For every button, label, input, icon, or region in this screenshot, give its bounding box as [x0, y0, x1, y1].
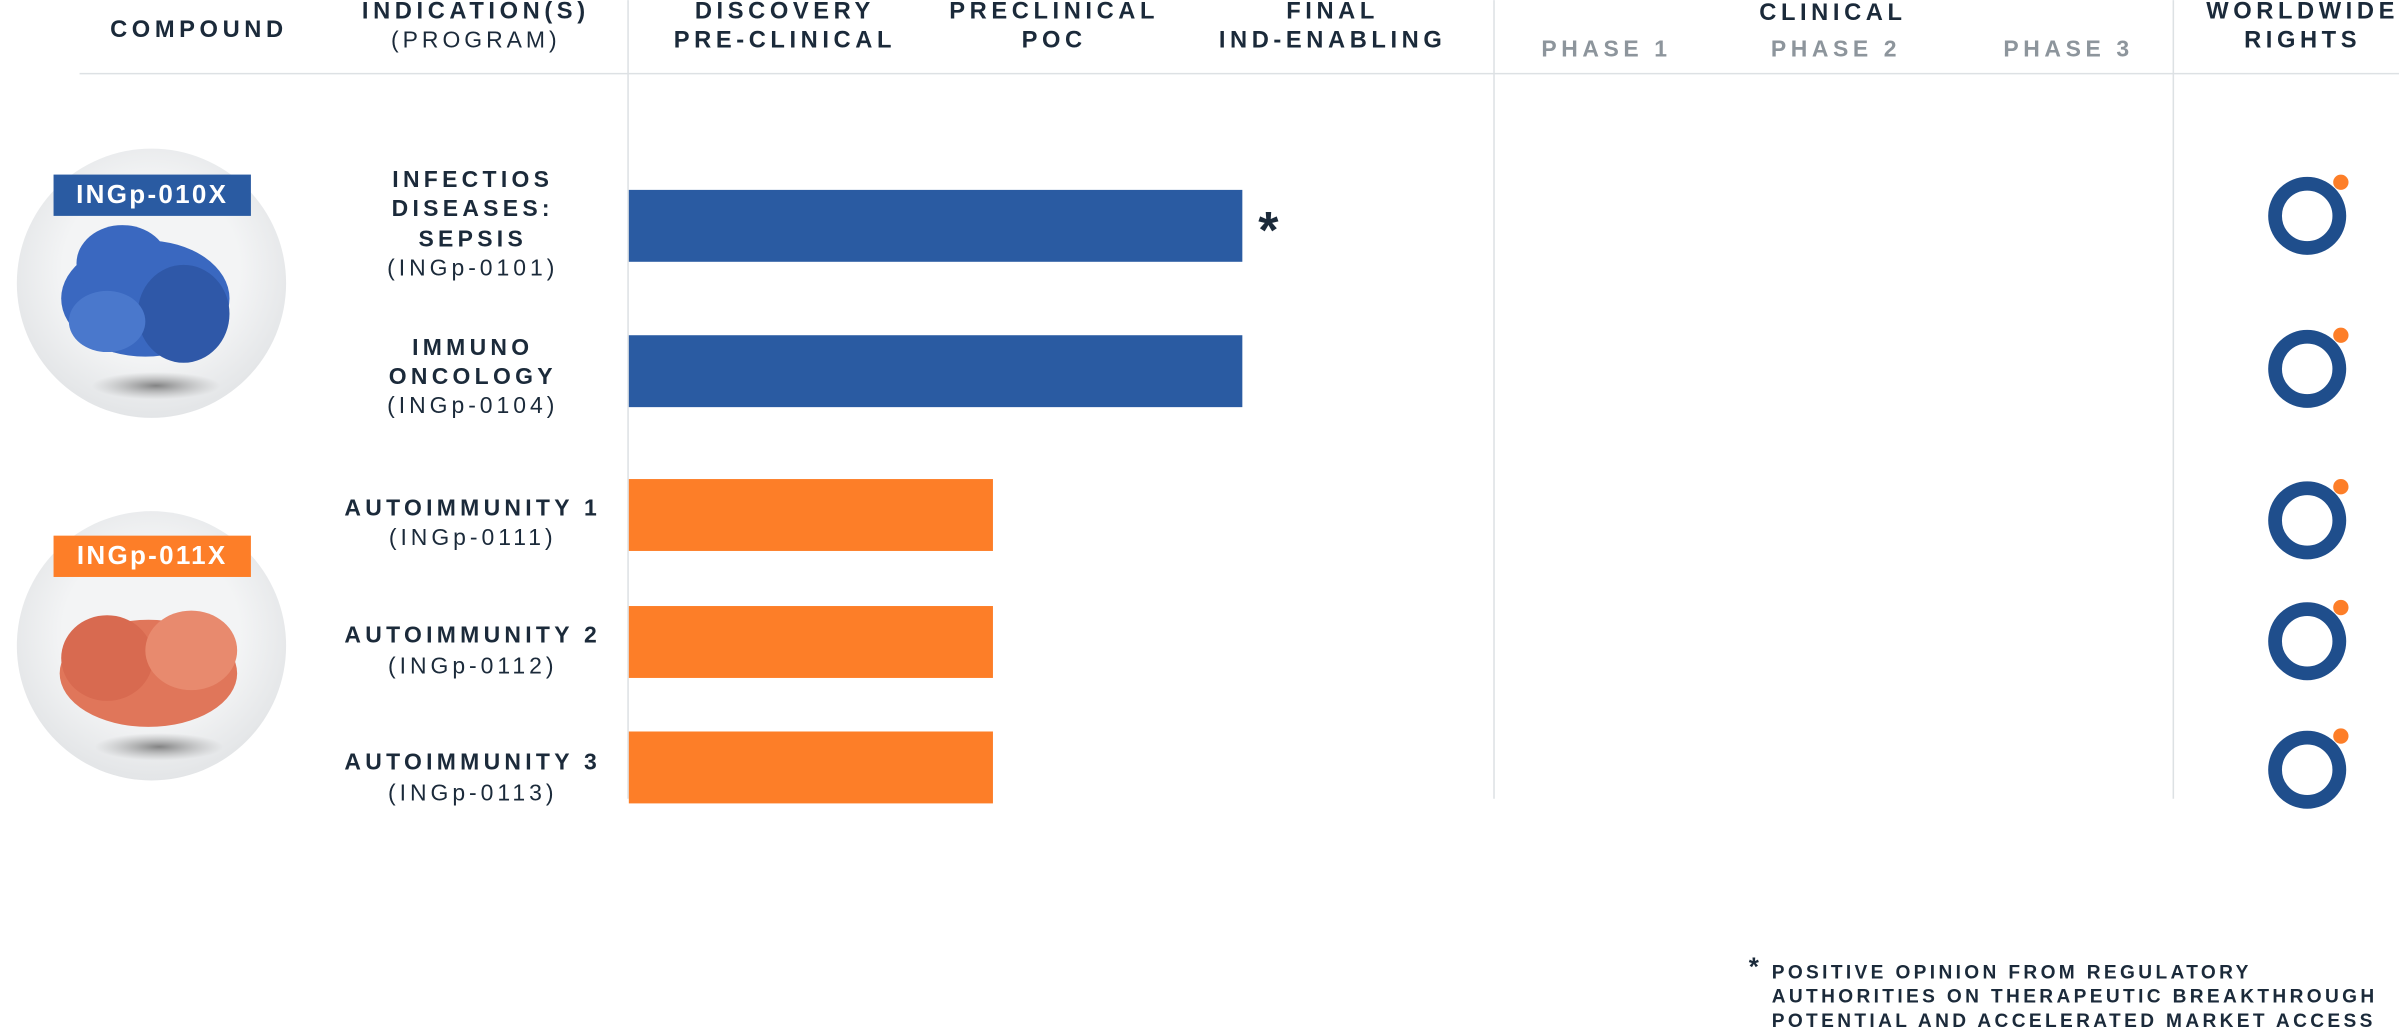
indication: AUTOIMMUNITY 1 — [344, 495, 601, 521]
stage-label: DISCOVERY — [695, 0, 875, 25]
header-indication: INDICATION(S) — [362, 0, 590, 25]
rights-icon — [2268, 728, 2349, 809]
phase-label: PHASE 3 — [2003, 36, 2133, 62]
program: (INGp-0104) — [387, 392, 558, 418]
rights-icon — [2268, 174, 2349, 255]
program: (INGp-0111) — [389, 524, 557, 550]
stage-label: PRECLINICAL — [949, 0, 1159, 25]
compound-tag — [53, 174, 251, 216]
indication: AUTOIMMUNITY 2 — [344, 622, 601, 648]
compound-tag — [53, 535, 251, 577]
marker: * — [1258, 202, 1279, 260]
stage-label: IND-ENABLING — [1219, 28, 1447, 54]
program: (INGp-0101) — [387, 255, 558, 281]
compound-label: INGp-011X — [77, 540, 228, 570]
indication: SEPSIS — [418, 225, 527, 251]
rights-icons — [2268, 174, 2349, 809]
protein-image — [61, 225, 230, 363]
stage-label: PRE-CLINICAL — [674, 28, 896, 54]
program: (INGp-0112) — [388, 652, 558, 678]
phase-label: PHASE 1 — [1541, 36, 1671, 62]
protein-image — [59, 610, 238, 727]
rights-icon — [2268, 479, 2349, 560]
footnote-line: AUTHORITIES ON THERAPEUTIC BREAKTHROUGH — [1772, 987, 2378, 1008]
stage-label: FINAL — [1286, 0, 1379, 25]
header-program: (PROGRAM) — [391, 27, 561, 53]
indication: ONCOLOGY — [389, 363, 557, 389]
shadow — [94, 733, 224, 761]
indication: IMMUNO — [412, 334, 533, 360]
program: (INGp-0113) — [388, 779, 558, 805]
shadow — [91, 371, 221, 400]
indication: AUTOIMMUNITY 3 — [344, 749, 601, 775]
rights-label: RIGHTS — [2244, 28, 2361, 54]
rights-icon — [2268, 599, 2349, 681]
progress-bar — [628, 189, 1243, 262]
footnote-mark: * — [1749, 952, 1762, 982]
rights-label: WORLDWIDE — [2206, 0, 2399, 25]
indication: INFECTIOS — [392, 166, 553, 192]
progress-bar — [628, 606, 993, 678]
indication: DISEASES: — [392, 195, 554, 221]
progress-bar — [628, 479, 993, 551]
footnote-line: POTENTIAL AND ACCELERATED MARKET ACCESS — [1772, 1011, 2376, 1030]
phase-label: PHASE 2 — [1771, 36, 1901, 62]
compound-label: INGp-010X — [76, 179, 228, 209]
header-compound: COMPOUND — [110, 17, 288, 43]
footnote-line: POSITIVE OPINION FROM REGULATORY — [1772, 962, 2252, 983]
rights-icon — [2268, 327, 2349, 408]
clinical-label: CLINICAL — [1759, 0, 1906, 26]
stage-label: POC — [1022, 28, 1087, 54]
progress-bar — [628, 731, 993, 804]
progress-bar — [628, 335, 1243, 408]
